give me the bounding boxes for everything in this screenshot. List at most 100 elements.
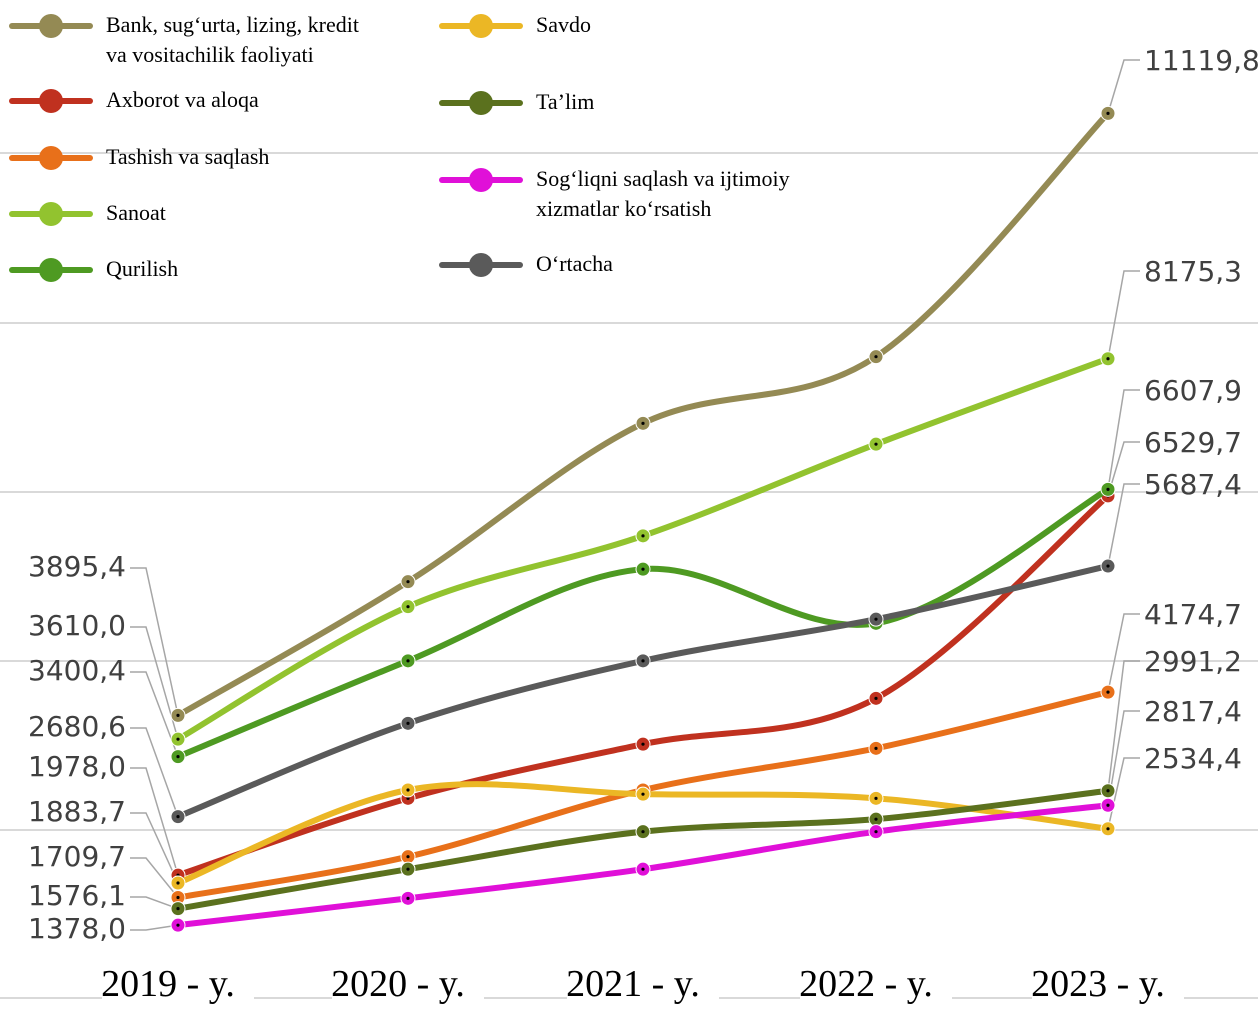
leader-line (130, 857, 179, 898)
legend-label: Savdo (536, 12, 591, 37)
leader-line (1107, 660, 1140, 791)
data-point-center (1106, 690, 1110, 694)
data-point-center (641, 867, 645, 871)
value-label-start: 3400,4 (28, 654, 126, 687)
series-savdo (170, 781, 1116, 891)
leader-line (1107, 483, 1140, 567)
data-point-center (406, 580, 410, 584)
legend-item-o-rtacha: O‘rtacha (439, 251, 613, 277)
tick-label-bg (567, 962, 719, 1004)
x-axis: 2019 - y. 2020 - y. 2021 - y. 2022 - y. 2023… (0, 962, 1258, 1005)
data-point-center (1106, 789, 1110, 793)
leader-line (1107, 59, 1140, 114)
x-tick-label: 2022 - y. (799, 963, 933, 1004)
tick-label-bg (800, 962, 952, 1004)
series-line (175, 787, 1111, 912)
series-sanoat (170, 351, 1116, 747)
data-point-center (641, 534, 645, 538)
value-label-start: 2680,6 (28, 710, 126, 743)
leader-line (1107, 441, 1140, 497)
legend-marker (469, 14, 493, 38)
legend-label: Axborot va aloqa (106, 87, 259, 112)
value-label-start: 1576,1 (28, 879, 126, 912)
legend-marker (469, 91, 493, 115)
leader-line (1107, 270, 1140, 359)
leader-line (130, 626, 179, 740)
data-point-center (1106, 487, 1110, 491)
data-point-center (176, 923, 180, 927)
series-bank-sug-urta-lizing-kredit-va-vositachilik-faoliyati (170, 105, 1116, 723)
series-line (175, 563, 1111, 820)
legend-marker (39, 202, 63, 226)
value-label-end: 2991,2 (1144, 645, 1242, 678)
value-label-end: 6529,7 (1144, 426, 1242, 459)
label-layer: 3895,4 3610,0 3400,4 2680,6 1978,0 1883,7 1709… (28, 44, 1258, 945)
data-point-center (406, 855, 410, 859)
data-point-center (641, 567, 645, 571)
value-label-end: 2817,4 (1144, 695, 1242, 728)
legend-label: Qurilish (106, 256, 178, 281)
data-point-center (874, 617, 878, 621)
legend-marker (39, 258, 63, 282)
value-label-end: 4174,7 (1144, 598, 1242, 631)
data-point-center (641, 792, 645, 796)
data-point-center (874, 746, 878, 750)
value-label-start: 1378,0 (28, 912, 126, 945)
data-point-center (176, 737, 180, 741)
data-point-center (406, 659, 410, 663)
tick-label-bg (332, 962, 484, 1004)
legend-item-sog-liqni-saqlash-va-ijtimoiy-xizmatlar-ko-rsatish: Sog‘liqni saqlash va ijtimoiy xizmatlar k… (439, 166, 790, 221)
leader-line (130, 896, 179, 910)
value-label-end: 8175,3 (1144, 255, 1242, 288)
data-point-center (1106, 803, 1110, 807)
legend-marker (39, 146, 63, 170)
data-point-center (406, 605, 410, 609)
legend: Bank, sug‘urta, lizing, kredit va vositac… (9, 12, 790, 282)
leader-line (130, 671, 179, 757)
legend-label: Sanoat (106, 200, 166, 225)
series-sog-liqni-saqlash-va-ijtimoiy-xizmatlar-ko-rsatish (170, 797, 1116, 933)
data-point-center (1106, 111, 1110, 115)
series-ta-lim (170, 783, 1116, 917)
legend-marker (39, 89, 63, 113)
x-tick-label: 2023 - y. (1031, 963, 1165, 1004)
x-tick-label: 2020 - y. (331, 963, 465, 1004)
legend-label: Sog‘liqni saqlash va ijtimoiy xizmatlar k… (536, 166, 790, 221)
data-point-center (176, 815, 180, 819)
leader-line (1107, 613, 1140, 693)
data-point-center (406, 721, 410, 725)
legend-item-axborot-va-aloqa: Axborot va aloqa (9, 87, 259, 113)
data-point-center (641, 742, 645, 746)
data-point-center (176, 895, 180, 900)
data-point-center (176, 907, 180, 911)
legend-item-qurilish: Qurilish (9, 256, 178, 282)
data-point-center (176, 755, 180, 759)
leader-line (1107, 389, 1140, 490)
data-point-center (406, 788, 410, 792)
leader-line (1107, 710, 1140, 806)
series-layer (170, 105, 1116, 933)
data-point-center (406, 867, 410, 871)
data-point-center (874, 817, 878, 821)
data-point-center (1106, 564, 1110, 568)
legend-item-ta-lim: Ta’lim (439, 89, 594, 115)
data-point-center (641, 659, 645, 663)
leader-line (130, 767, 179, 876)
data-point-center (874, 830, 878, 834)
legend-item-savdo: Savdo (439, 12, 591, 38)
value-label-end: 11119,8 (1144, 44, 1258, 77)
value-label-end: 5687,4 (1144, 468, 1242, 501)
series-qurilish (170, 481, 1116, 765)
value-label-end: 6607,9 (1144, 374, 1242, 407)
legend-label: O‘rtacha (536, 251, 613, 276)
legend-label: Ta’lim (536, 89, 594, 114)
legend-item-tashish-va-saqlash: Tashish va saqlash (9, 144, 269, 170)
leader-line (130, 812, 179, 884)
legend-marker (469, 168, 493, 192)
leader-line (130, 727, 179, 817)
x-tick-label: 2021 - y. (566, 963, 700, 1004)
legend-label: Bank, sug‘urta, lizing, kredit va vositac… (106, 12, 359, 67)
value-label-start: 1978,0 (28, 750, 126, 783)
